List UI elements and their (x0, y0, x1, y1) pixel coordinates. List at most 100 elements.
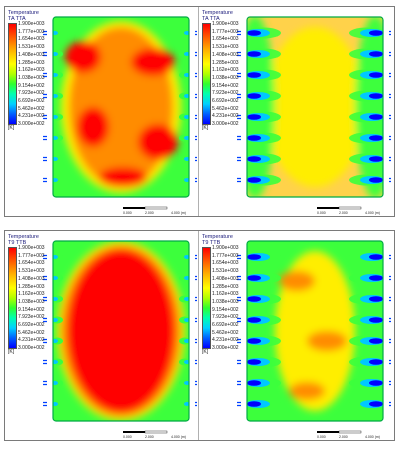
inlet-arrow-icon (195, 401, 197, 407)
color-legend: Temperature T9 TTB 1.900e+003 1.777e+003 1.6… (202, 234, 262, 355)
scale-bar-label: 2.000 (145, 211, 154, 215)
color-legend: Temperature T9 TTB 1.900e+003 1.777e+003 1.6… (8, 234, 68, 355)
domain-outline (246, 16, 384, 198)
inlet-arrow-icon (389, 317, 391, 323)
domain-outline (246, 240, 384, 422)
legend-tick-label: 1.162e+003 (18, 67, 45, 74)
inlet-arrow-icon (389, 177, 391, 183)
inlet-arrow-icon (237, 51, 241, 57)
scale-bar-label: 4.000 (m) (171, 211, 186, 215)
inlet-arrow-icon (389, 359, 391, 365)
legend-tick-label: 1.777e+003 (18, 252, 45, 259)
color-legend: Temperature TA TTA 1.900e+003 1.777e+003 1.6… (8, 10, 68, 131)
inlet-arrow-icon (43, 177, 47, 183)
inlet-arrow-icon (389, 254, 391, 260)
legend-tick-label: 1.038e+003 (212, 74, 239, 81)
legend-color-bar (202, 247, 211, 349)
legend-tick-label: 6.692e+002 (212, 322, 239, 329)
legend-tick-label: 1.162e+003 (18, 291, 45, 298)
legend-tick-label: 4.231e+002 (18, 337, 45, 344)
legend-tick-label: 1.900e+003 (18, 245, 45, 251)
inlet-arrow-icon (237, 177, 241, 183)
legend-tick-label: 3.000e+002 (18, 345, 45, 352)
contour-panel-2: 0.000 2.000 4.000 (m) Temperature TA TTA 1.90… (198, 7, 391, 216)
legend-tick-label: 4.231e+002 (212, 113, 239, 120)
legend-tick-label: 1.285e+003 (18, 283, 45, 290)
inlet-arrow-icon (43, 51, 47, 57)
inlet-arrow-icon (237, 135, 241, 141)
legend-tick-label: 1.408e+003 (212, 51, 239, 58)
legend-tick-label: 7.923e+002 (212, 314, 239, 321)
inlet-jets (247, 251, 383, 410)
legend-tick-label: 7.923e+002 (18, 90, 45, 97)
legend-tick-label: 1.531e+003 (212, 268, 239, 275)
inlet-arrow-icon (237, 93, 241, 99)
legend-tick-label: 1.654e+003 (212, 260, 239, 267)
legend-tick-label: 3.000e+002 (212, 345, 239, 352)
contour-plot: 0.000 2.000 4.000 (m) (237, 16, 391, 215)
inlet-arrow-icon (389, 275, 391, 281)
legend-tick-label: 3.000e+002 (212, 121, 239, 128)
scale-bar-label: 4.000 (m) (171, 435, 186, 439)
inlet-arrow-icon (389, 380, 391, 386)
contour-panel-1: 0.000 2.000 4.000 (m) Temperature TA TTA 1.90… (5, 7, 197, 216)
inlet-arrow-icon (389, 135, 391, 141)
inlet-jets (53, 29, 189, 184)
legend-unit: [K] (8, 125, 15, 131)
domain-outline (52, 16, 190, 198)
inlet-arrow-icon (237, 275, 241, 281)
legend-tick-label: 6.692e+002 (18, 322, 45, 329)
inlet-arrow-icon (237, 359, 241, 365)
legend-unit: [K] (202, 125, 209, 131)
temperature-field (53, 241, 189, 421)
legend-title: Temperature (202, 10, 233, 16)
legend-tick-label: 5.462e+002 (18, 329, 45, 336)
temperature-field (53, 17, 189, 197)
inlet-arrow-icon (389, 93, 391, 99)
inlet-arrow-icon (195, 177, 197, 183)
legend-tick-label: 1.654e+003 (212, 36, 239, 43)
inlet-arrow-icon (195, 317, 197, 323)
inlet-arrow-icon (43, 380, 47, 386)
scale-bar-label: 4.000 (m) (365, 435, 380, 439)
scale-bar-label: 0.000 (317, 211, 326, 215)
legend-unit: [K] (202, 349, 209, 355)
contour-panel-4: 0.000 2.000 4.000 (m) Temperature T9 TTB 1.90… (198, 231, 391, 440)
legend-tick-label: 6.692e+002 (18, 98, 45, 105)
inlet-arrow-icon (237, 30, 241, 36)
legend-tick-label: 1.162e+003 (212, 291, 239, 298)
scale-bar: 0.000 2.000 4.000 (m) (317, 206, 380, 215)
inlet-arrow-icon (195, 114, 197, 120)
legend-tick-label: 6.692e+002 (212, 98, 239, 105)
legend-tick-label: 5.462e+002 (212, 105, 239, 112)
temperature-field (247, 241, 383, 421)
inlet-arrow-icon (195, 135, 197, 141)
legend-tick-label: 1.408e+003 (212, 275, 239, 282)
inlet-arrow-icon (389, 156, 391, 162)
legend-tick-label: 5.462e+002 (212, 329, 239, 336)
inlet-arrow-icon (195, 254, 197, 260)
inlet-arrow-icon (195, 338, 197, 344)
legend-tick-label: 1.900e+003 (212, 245, 239, 251)
legend-variable: TA TTA (202, 16, 220, 22)
inlet-arrow-icon (43, 254, 47, 260)
inlet-arrow-icon (389, 401, 391, 407)
legend-tick-label: 1.038e+003 (18, 298, 45, 305)
legend-tick-label: 1.531e+003 (18, 268, 45, 275)
legend-tick-label: 1.777e+003 (212, 28, 239, 35)
legend-tick-label: 1.038e+003 (212, 298, 239, 305)
inlet-arrow-icon (237, 156, 241, 162)
scale-bar-label: 2.000 (339, 435, 348, 439)
inlet-arrow-icon (389, 296, 391, 302)
legend-tick-label: 1.531e+003 (18, 44, 45, 51)
inlet-arrow-icon (195, 51, 197, 57)
inlet-arrow-icon (237, 338, 241, 344)
inlet-arrow-icon (237, 72, 241, 78)
inlet-arrow-icon (43, 296, 47, 302)
legend-title: Temperature (202, 234, 233, 240)
legend-tick-label: 1.777e+003 (212, 252, 239, 259)
scale-bar: 0.000 2.000 4.000 (m) (123, 430, 186, 439)
legend-tick-label: 1.408e+003 (18, 51, 45, 58)
inlet-arrow-icon (389, 114, 391, 120)
inlet-arrow-icon (195, 380, 197, 386)
